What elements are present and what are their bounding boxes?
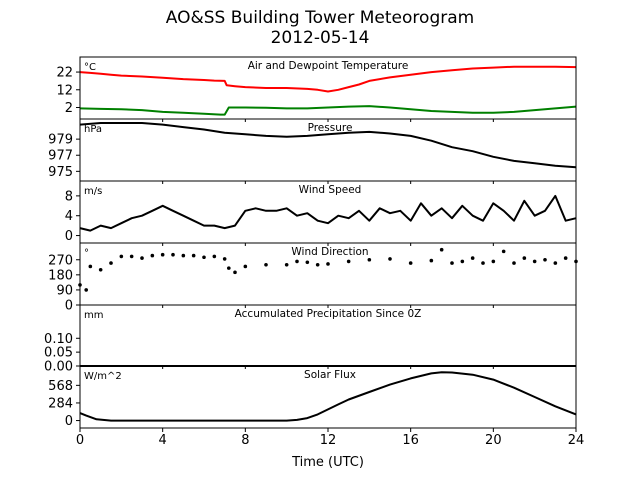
data-point — [264, 262, 268, 267]
data-point — [119, 254, 124, 259]
data-point — [553, 261, 558, 265]
series-line — [79, 122, 577, 169]
data-point — [543, 257, 547, 262]
y-tick-label: 284 — [48, 396, 73, 411]
y-tick-label: 0 — [65, 299, 73, 314]
x-tick-label: 0 — [76, 433, 84, 448]
y-tick-label: 0.10 — [44, 332, 73, 347]
data-point — [212, 254, 217, 259]
panel-title: Air and Dewpoint Temperature — [248, 60, 409, 72]
data-point — [160, 252, 165, 257]
data-point — [243, 264, 248, 269]
y-tick-label: 0.05 — [44, 346, 73, 361]
data-point — [305, 260, 310, 265]
data-point — [326, 262, 330, 266]
data-point — [470, 256, 475, 260]
data-point — [295, 259, 299, 264]
panel-unit-label: mm — [84, 310, 103, 321]
data-point — [408, 261, 413, 265]
series-line — [79, 194, 577, 232]
y-tick-label: 4 — [65, 209, 73, 224]
data-point — [191, 253, 196, 258]
panel-unit-label: ° — [84, 248, 89, 259]
y-tick-label: 22 — [56, 66, 73, 81]
panel-title: Wind Speed — [299, 184, 362, 196]
chart-title-line2: 2012-05-14 — [270, 28, 370, 48]
series-line — [79, 105, 577, 116]
data-point — [202, 255, 206, 260]
y-tick-label: 12 — [56, 83, 73, 98]
data-point — [222, 257, 227, 261]
data-point — [140, 256, 144, 260]
panel-unit-label: m/s — [84, 186, 102, 197]
data-point — [460, 259, 465, 264]
x-tick-label: 16 — [402, 433, 419, 448]
data-point — [84, 288, 88, 292]
data-point — [233, 270, 237, 275]
y-tick-label: 180 — [48, 268, 73, 283]
data-point — [227, 266, 231, 270]
x-tick-label: 8 — [241, 433, 249, 448]
y-tick-label: 979 — [48, 133, 73, 148]
data-point — [491, 259, 496, 264]
data-point — [171, 252, 175, 257]
panel-title: Wind Direction — [291, 246, 368, 258]
data-point — [512, 261, 516, 265]
y-tick-label: 90 — [56, 283, 73, 298]
x-axis-label: Time (UTC) — [291, 455, 364, 470]
panel-1: 2 12 22 °C Air and Dewpoint Temperature — [56, 56, 577, 122]
data-point — [439, 247, 444, 252]
data-point — [284, 262, 289, 267]
data-point — [522, 256, 527, 260]
data-point — [563, 256, 568, 260]
data-point — [450, 261, 454, 265]
panel-title: Pressure — [308, 122, 353, 134]
y-tick-label: 8 — [65, 189, 73, 204]
data-point — [481, 261, 485, 265]
y-tick-label: 0 — [65, 414, 73, 429]
panel-title: Solar Flux — [304, 369, 356, 381]
panel-unit-label: °C — [84, 62, 96, 73]
panel-unit-label: W/m^2 — [84, 371, 122, 382]
x-tick-label: 12 — [320, 433, 337, 448]
series-line — [79, 371, 577, 422]
y-tick-label: 0 — [65, 229, 73, 244]
data-point — [315, 262, 320, 267]
data-point — [388, 257, 392, 261]
data-point — [129, 254, 134, 259]
data-point — [346, 259, 351, 264]
chart-title-line1: AO&SS Building Tower Meteorogram — [165, 8, 475, 28]
data-point — [150, 253, 155, 258]
panel-6: 0 284 568 W/m^2 Solar Flux — [48, 365, 577, 432]
y-tick-label: 975 — [48, 165, 73, 180]
data-point — [109, 261, 113, 265]
y-tick-label: 568 — [48, 379, 73, 394]
x-tick-label: 20 — [485, 433, 502, 448]
data-point — [98, 268, 103, 272]
x-tick-label: 24 — [568, 433, 585, 448]
data-point — [501, 249, 506, 254]
y-tick-label: 2 — [65, 101, 73, 116]
x-tick-label: 4 — [159, 433, 167, 448]
y-tick-label: 977 — [48, 149, 73, 164]
data-point — [429, 258, 434, 263]
panel-title: Accumulated Precipitation Since 0Z — [235, 308, 422, 320]
y-tick-label: 270 — [48, 253, 73, 268]
panel-3: 0 4 8 m/s Wind Speed — [65, 180, 577, 246]
series-line — [79, 65, 577, 93]
data-point — [532, 259, 537, 264]
data-point — [88, 264, 93, 269]
panel-unit-label: hPa — [84, 124, 102, 135]
panel-5: 0.000.050.10 mm Accumulated Precipitation … — [44, 304, 577, 375]
y-tick-label: 0.00 — [44, 360, 73, 375]
data-point — [181, 253, 186, 258]
data-point — [367, 257, 372, 262]
